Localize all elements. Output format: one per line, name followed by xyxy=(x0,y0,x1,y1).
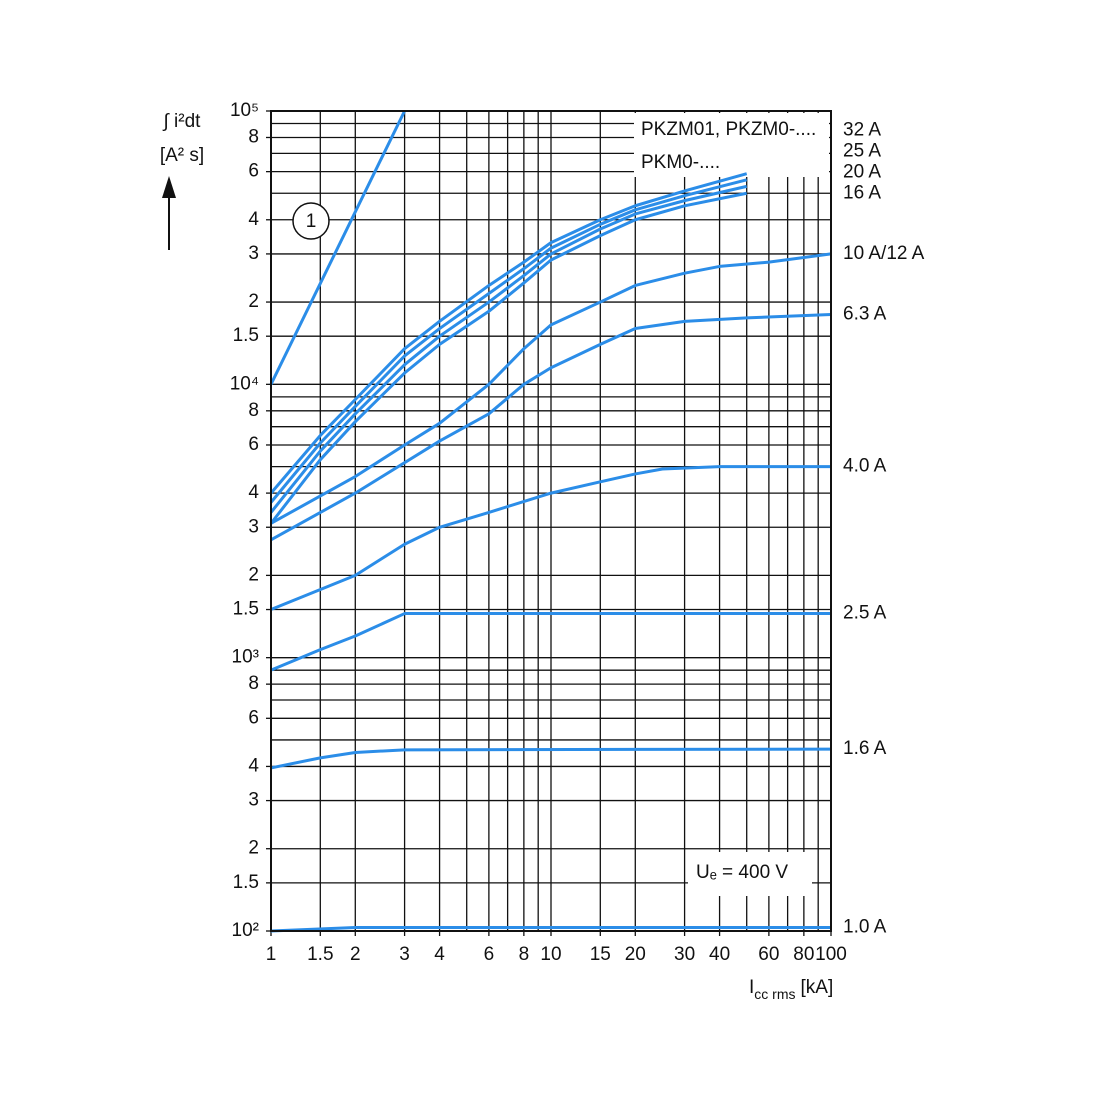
y-tick-label: 8 xyxy=(248,400,259,421)
legend-box xyxy=(634,113,829,177)
y-tick-label: 3 xyxy=(248,243,259,264)
series-label: 4.0 A xyxy=(843,456,887,477)
y-tick-label: 10³ xyxy=(232,647,259,668)
series-line xyxy=(269,178,748,504)
series-label: 32 A xyxy=(843,119,881,140)
y-tick-label: 4 xyxy=(248,755,259,776)
series-line xyxy=(270,252,832,525)
annotation: PKZM01, PKZM0-.... xyxy=(641,119,816,140)
series-label: 1.6 A xyxy=(843,738,887,759)
annotation-box xyxy=(688,852,812,896)
series-line xyxy=(270,925,831,933)
y-tick-label: 8 xyxy=(248,673,259,694)
y-tick-label: 10⁴ xyxy=(230,373,259,394)
y-axis-label: [A² s] xyxy=(160,145,204,166)
x-tick-label: 100 xyxy=(815,944,847,965)
y-axis-arrow xyxy=(162,176,176,250)
series-line xyxy=(270,465,831,611)
y-tick-label: 8 xyxy=(248,127,259,148)
marker-label: 1 xyxy=(306,211,317,232)
series-label: 25 A xyxy=(843,140,881,161)
plot-border xyxy=(270,110,832,932)
y-tick-label: 1.5 xyxy=(233,599,259,620)
y-tick-label: 6 xyxy=(248,434,259,455)
y-tick-label: 10² xyxy=(232,920,259,941)
y-tick-label: 6 xyxy=(248,707,259,728)
series-line xyxy=(269,172,748,495)
x-label-symbol: I xyxy=(749,977,754,998)
marker-circle xyxy=(292,202,330,240)
marker-line xyxy=(269,110,406,385)
y-tick-label: 3 xyxy=(248,516,259,537)
series-label: 2.5 A xyxy=(843,603,887,624)
annotation: Uₑ = 400 V xyxy=(696,862,788,883)
series-label: 1.0 A xyxy=(843,917,887,938)
series-line xyxy=(270,747,832,770)
series-label: 6.3 A xyxy=(843,304,887,325)
y-axis-label: ∫ i²dt xyxy=(163,111,202,132)
y-tick-label: 1.5 xyxy=(233,872,259,893)
x-axis-label: Icc rms [kA] xyxy=(749,977,833,1002)
x-tick-label: 80 xyxy=(793,944,814,965)
x-tick-label: 1 xyxy=(266,944,277,965)
y-tick-label: 2 xyxy=(248,291,259,312)
y-tick-label: 2 xyxy=(248,564,259,585)
annotation: PKM0-.... xyxy=(641,152,720,173)
x-tick-label: 15 xyxy=(590,944,611,965)
series-label: 16 A xyxy=(843,182,881,203)
y-tick-label: 2 xyxy=(248,838,259,859)
x-tick-label: 8 xyxy=(519,944,530,965)
x-tick-label: 10 xyxy=(540,944,561,965)
series-line xyxy=(269,191,748,525)
y-tick-label: 3 xyxy=(248,790,259,811)
x-tick-label: 1.5 xyxy=(307,944,333,965)
x-tick-label: 2 xyxy=(350,944,361,965)
x-tick-label: 6 xyxy=(484,944,495,965)
x-tick-label: 4 xyxy=(434,944,445,965)
y-tick-label: 1.5 xyxy=(233,325,259,346)
series-line xyxy=(270,612,831,672)
x-tick-label: 30 xyxy=(674,944,695,965)
y-tick-label: 4 xyxy=(248,209,259,230)
series-line xyxy=(269,184,748,514)
x-label-subscript: cc rms xyxy=(754,986,795,1002)
series-label: 10 A/12 A xyxy=(843,243,925,264)
x-tick-label: 60 xyxy=(758,944,779,965)
y-tick-label: 4 xyxy=(248,482,259,503)
series-line xyxy=(270,313,832,542)
y-tick-label: 10⁵ xyxy=(230,100,259,121)
x-tick-label: 20 xyxy=(625,944,646,965)
y-tick-label: 6 xyxy=(248,161,259,182)
x-tick-label: 40 xyxy=(709,944,730,965)
series-label: 20 A xyxy=(843,161,881,182)
x-label-unit: [kA] xyxy=(801,977,834,998)
x-tick-label: 3 xyxy=(399,944,410,965)
